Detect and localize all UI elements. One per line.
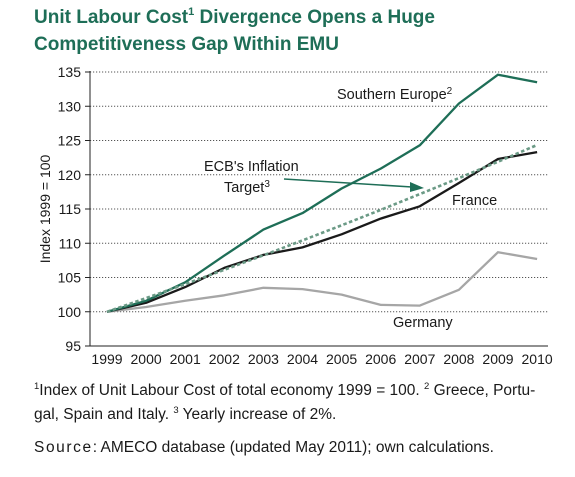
footnote-marker-3: 3 [173, 405, 179, 416]
label-france: France [452, 193, 497, 209]
title-line-1: Unit Labour Cost1 Divergence Opens a Hug… [34, 4, 564, 31]
footnote-text-2a: gal, Spain and Italy. [34, 406, 174, 423]
source-text: : AMECO database (updated May 2011); own… [92, 439, 494, 456]
series-line-southern [106, 73, 538, 313]
x-tick-label: 2006 [365, 351, 396, 367]
axes: 95 100 105 110 115 120 125 130 135 1999 2000 2001 20… [37, 64, 553, 367]
label-southern-europe: Southern Europe2 [337, 86, 453, 103]
annotation-arrow [283, 178, 413, 188]
series-line-france [106, 150, 538, 313]
x-tick-label: 2009 [482, 351, 513, 367]
footnote: 1Index of Unit Labour Cost of total econ… [34, 379, 564, 427]
chart-title: Unit Labour Cost1 Divergence Opens a Hug… [34, 4, 564, 58]
x-tick-label: 2005 [326, 351, 357, 367]
x-tick-label: 2001 [170, 351, 201, 367]
x-tick-label: 2003 [248, 351, 279, 367]
x-tick-label: 2008 [443, 351, 474, 367]
line-chart: 95 100 105 110 115 120 125 130 135 1999 2000 2001 20… [37, 64, 553, 367]
y-tick-label: 120 [58, 167, 82, 183]
x-tick-label: 2007 [404, 351, 435, 367]
footnote-line-1: 1Index of Unit Labour Cost of total econ… [34, 379, 564, 403]
x-tick-label: 2002 [209, 351, 240, 367]
y-tick-label: 135 [58, 64, 82, 80]
label-germany: Germany [393, 315, 453, 331]
series-line-germany [106, 251, 538, 313]
footnote-marker-2: 2 [424, 381, 430, 392]
x-tick-label: 1999 [91, 351, 122, 367]
x-tick-label: 2004 [287, 351, 318, 367]
footnote-line-2: gal, Spain and Italy. 3 Yearly increase … [34, 403, 564, 427]
y-tick-label: 105 [58, 270, 82, 286]
y-tick-label: 130 [58, 98, 82, 114]
y-tick-label: 125 [58, 133, 82, 149]
series-group [106, 73, 538, 314]
label-inflation-target-line-2: Target3 [224, 179, 270, 196]
footnote-marker-1: 1 [34, 381, 40, 392]
x-tick-label: 2010 [522, 351, 553, 367]
y-tick-label: 110 [59, 235, 82, 251]
series-labels: Southern Europe2 ECB's Inflation Target3 Fr… [204, 86, 497, 331]
series-line-inflation [106, 143, 538, 314]
title-footnote-marker: 1 [188, 6, 195, 18]
title-line-2: Competitiveness Gap Within EMU [34, 34, 339, 55]
x-tick-label: 2000 [131, 351, 162, 367]
y-axis-label: Index 1999 = 100 [37, 154, 53, 263]
source-note: Source: AMECO database (updated May 2011… [34, 438, 564, 458]
gridlines [90, 71, 548, 313]
footnote-text-1a: Index of Unit Labour Cost of total econo… [39, 382, 425, 399]
label-inflation-target-line-1: ECB's Inflation [204, 159, 299, 175]
title-text-1b: Divergence Opens a Huge [194, 7, 435, 28]
y-tick-label: 95 [65, 338, 81, 354]
title-text-1a: Unit Labour Cost [34, 7, 189, 28]
y-tick-label: 115 [59, 201, 82, 217]
annotation-arrowhead [410, 182, 424, 192]
y-tick-label: 100 [58, 304, 82, 320]
source-label: Source [34, 439, 93, 456]
footnote-text-1b: Greece, Portu- [429, 382, 536, 399]
footnote-text-2b: Yearly increase of 2%. [178, 406, 337, 423]
